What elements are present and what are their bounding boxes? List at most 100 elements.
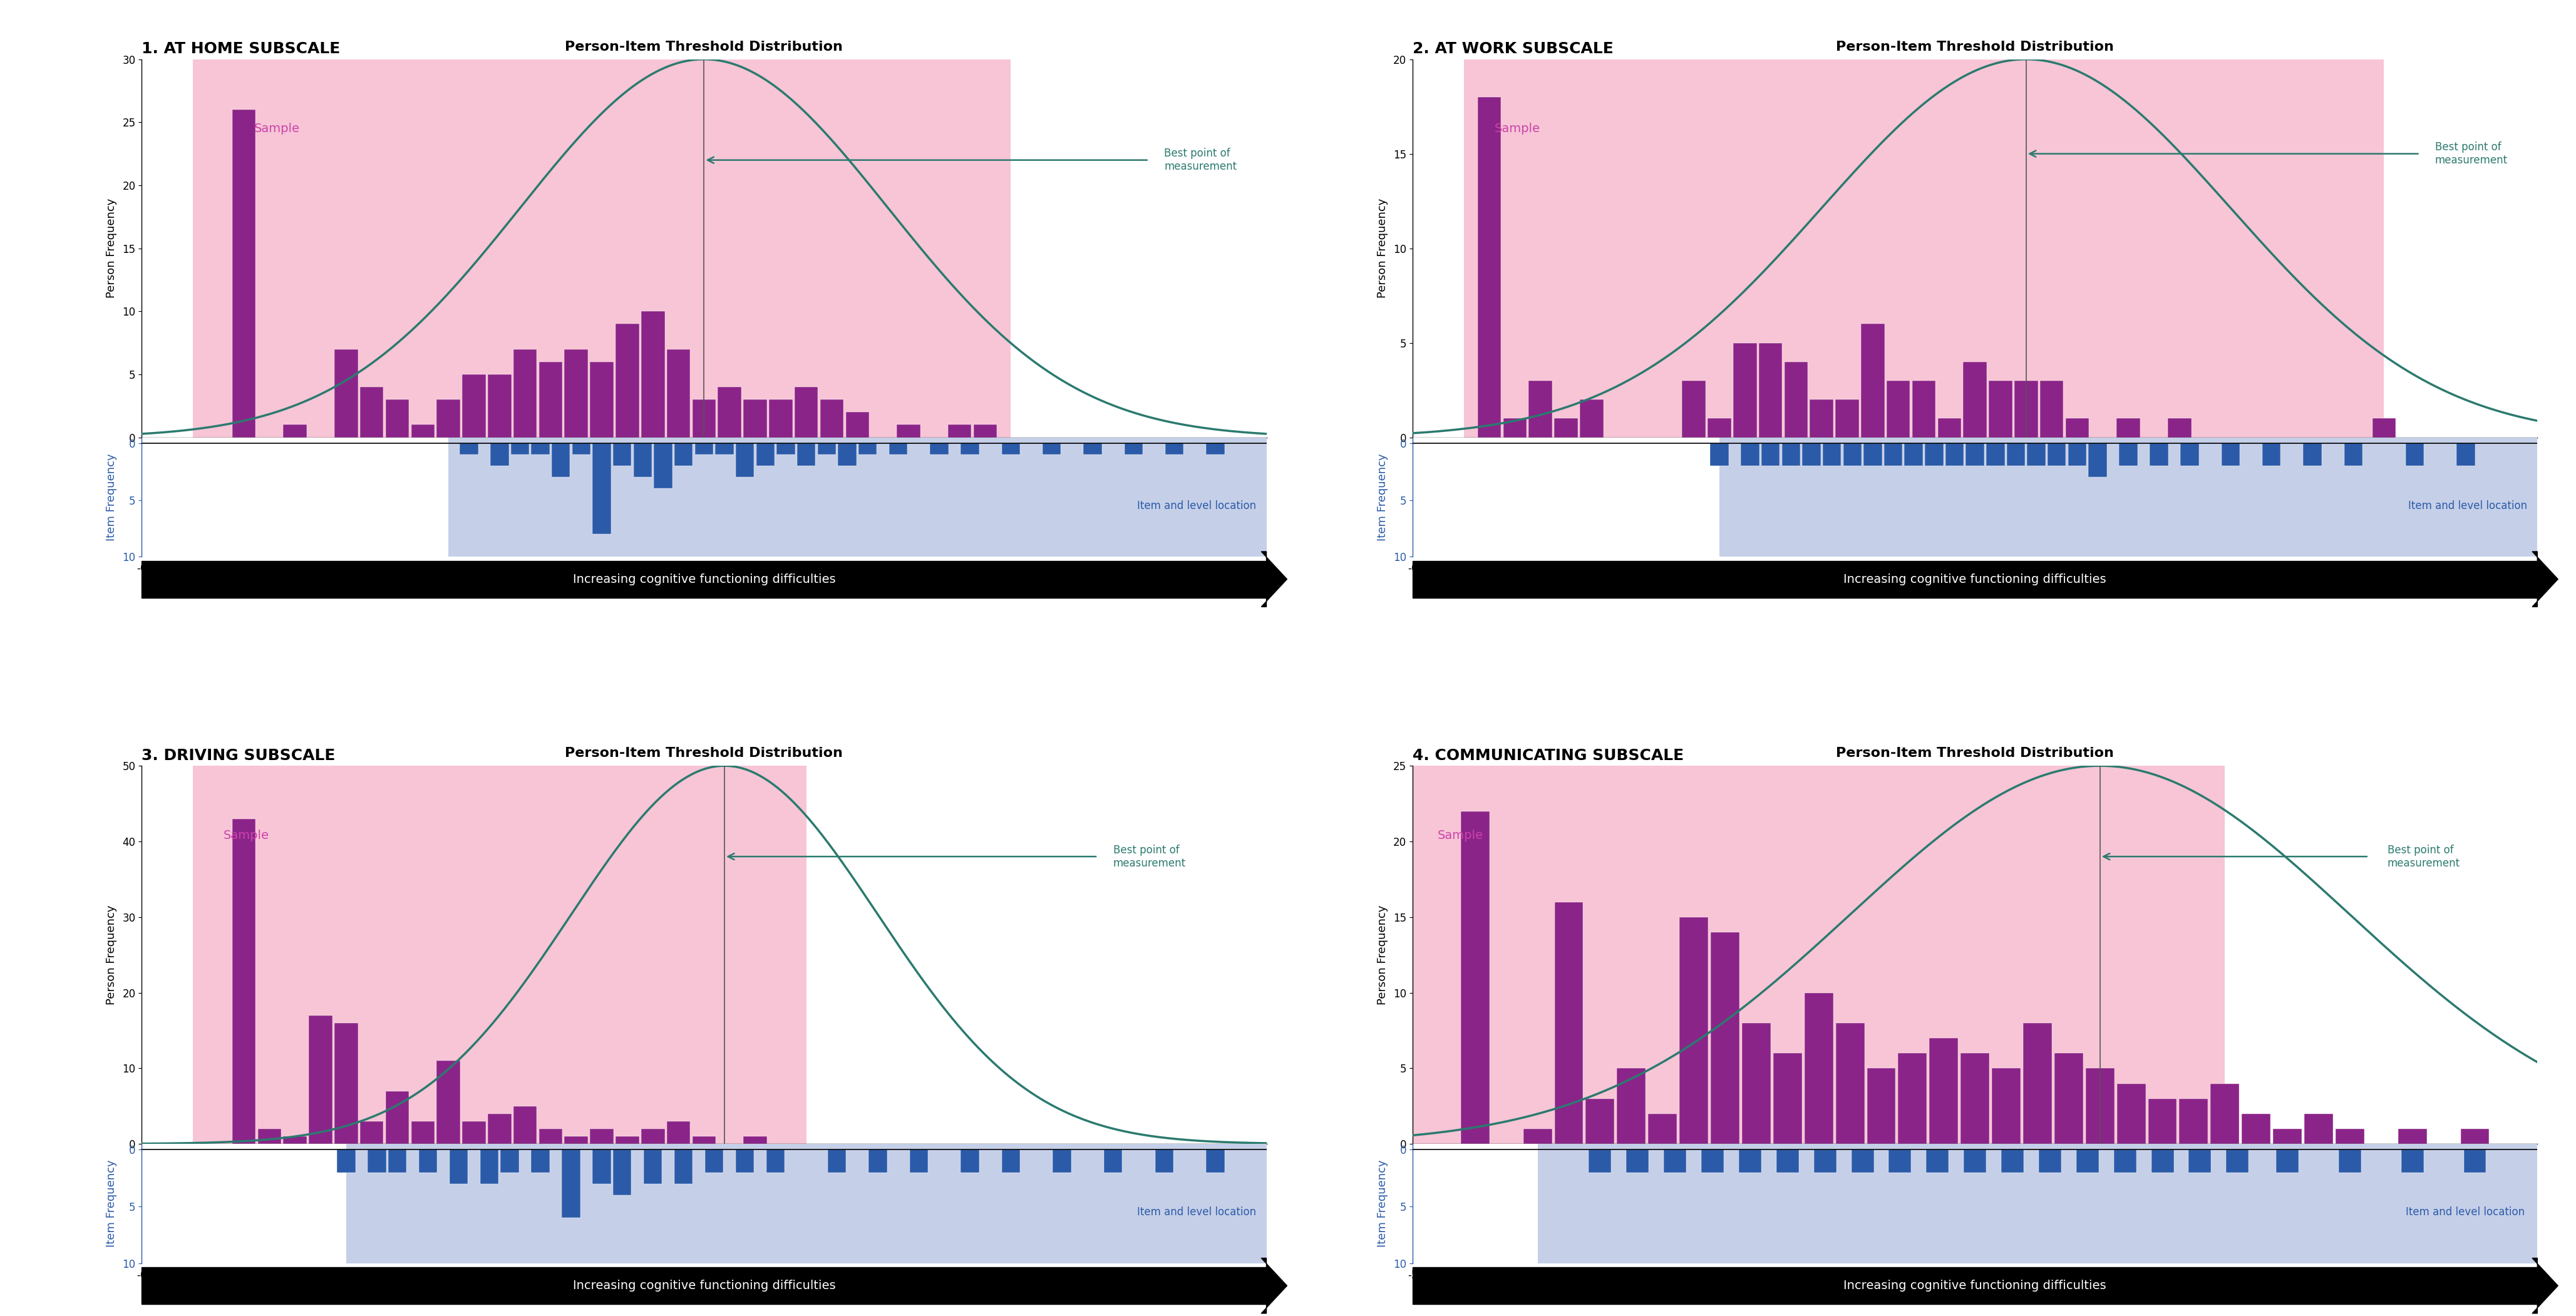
Title: Person-Item Threshold Distribution: Person-Item Threshold Distribution [1837,747,2115,759]
Bar [1587,1099,1615,1144]
Bar [2027,443,2045,466]
Bar [613,443,631,466]
Bar [2221,443,2239,466]
Bar [1783,443,1801,466]
Bar [448,1150,469,1184]
Bar [770,400,793,437]
Bar [1479,97,1502,437]
Bar [2151,443,2169,466]
Text: Sample: Sample [1494,122,1540,134]
Bar [1888,1150,1911,1173]
Bar [1522,1129,1551,1144]
Bar [531,1150,549,1173]
Bar [2406,443,2424,466]
Bar [2087,1069,2115,1144]
Text: Sample: Sample [255,122,299,134]
Bar [744,400,768,437]
Bar [335,1023,358,1144]
Bar [368,1150,386,1173]
Bar [1924,443,1942,466]
Bar [2179,1099,2208,1144]
Bar [2148,1099,2177,1144]
Bar [1883,443,1904,466]
Bar [2007,443,2025,466]
Text: 2. AT WORK SUBSCALE: 2. AT WORK SUBSCALE [1412,42,1613,57]
Bar [675,443,693,466]
Bar [2014,380,2038,437]
Bar [1803,992,1834,1144]
Bar [1412,766,2226,1144]
Bar [1904,443,1922,466]
Bar [696,443,714,454]
Bar [232,109,255,437]
Bar [667,1121,690,1144]
Bar [1504,418,1528,437]
Bar [361,387,384,437]
Bar [1927,1150,1950,1173]
Bar [1860,324,1886,437]
Bar [2372,418,2396,437]
Bar [1553,901,1584,1144]
Bar [1803,443,1821,466]
Bar [590,1129,613,1144]
Bar [513,1107,536,1144]
Bar [2066,418,2089,437]
Bar [1852,1150,1873,1173]
Bar [459,443,479,454]
Bar [592,1150,611,1184]
Bar [1154,1150,1172,1173]
Text: Item and level location: Item and level location [2409,500,2527,511]
Bar [616,1137,639,1144]
Title: Person-Item Threshold Distribution: Person-Item Threshold Distribution [564,41,842,53]
Bar [2120,443,2138,466]
Bar [489,443,507,466]
Bar [420,1150,438,1173]
Bar [2117,418,2141,437]
Text: Increasing cognitive functioning difficulties: Increasing cognitive functioning difficu… [572,574,835,586]
Bar [1814,1150,1837,1173]
Bar [1553,418,1577,437]
Bar [1708,418,1731,437]
Bar [1002,1150,1020,1173]
Bar [1206,1150,1224,1173]
Title: Person-Item Threshold Distribution: Person-Item Threshold Distribution [564,747,842,759]
Bar [461,1121,487,1144]
Bar [1682,380,1705,437]
Bar [1886,380,1909,437]
Title: Person-Item Threshold Distribution: Person-Item Threshold Distribution [1837,41,2115,53]
Bar [1734,343,1757,437]
Bar [2117,1083,2146,1144]
Bar [461,374,487,437]
Text: Increasing cognitive functioning difficulties: Increasing cognitive functioning difficu… [572,1279,835,1292]
Bar [510,443,528,454]
Bar [2190,1150,2210,1173]
Bar [1700,1150,1723,1173]
Bar [2458,443,2476,466]
Bar [1589,1150,1613,1173]
Bar [1739,1150,1762,1173]
Bar [641,312,665,437]
Bar [1618,1069,1646,1144]
Bar [2303,443,2321,466]
Bar [819,400,842,437]
Bar [793,387,819,437]
Bar [438,400,461,437]
Text: Increasing cognitive functioning difficulties: Increasing cognitive functioning difficu… [1844,574,2107,586]
Bar [1963,1150,1986,1173]
Bar [634,443,652,478]
Y-axis label: Item Frequency: Item Frequency [106,454,116,541]
Text: 1. AT HOME SUBSCALE: 1. AT HOME SUBSCALE [142,42,340,57]
Bar [2002,1150,2025,1173]
Bar [2048,443,2066,466]
Bar [2336,1129,2365,1144]
Bar [2210,1083,2239,1144]
Bar [868,1150,886,1173]
Bar [513,349,536,437]
Bar [1811,400,1834,437]
Text: Item and level location: Item and level location [1136,500,1257,511]
Text: Item and level location: Item and level location [1136,1207,1257,1217]
Bar [1862,443,1883,466]
Bar [562,1150,580,1217]
Bar [538,1129,562,1144]
Bar [1680,917,1708,1144]
